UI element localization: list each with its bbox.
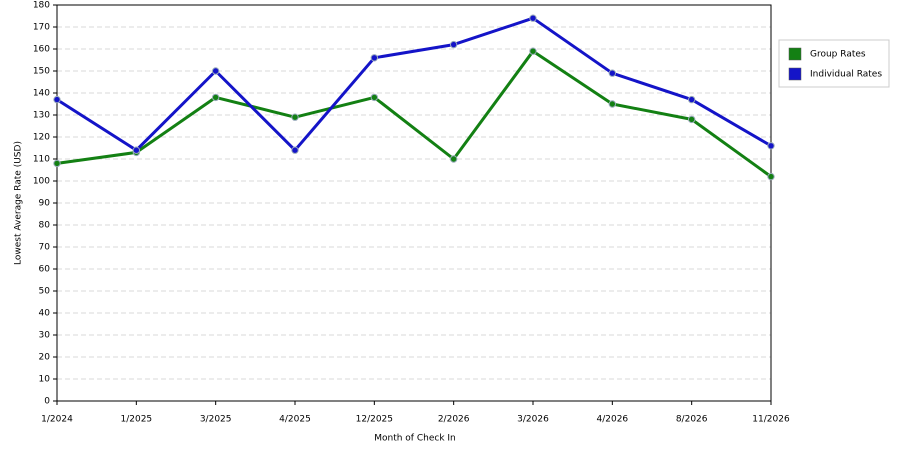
point: [529, 47, 537, 55]
point: [687, 95, 696, 104]
x-tick-label: 1/2025: [120, 415, 152, 425]
x-tick-label: 4/2026: [596, 415, 628, 425]
x-tick-label: 8/2026: [676, 415, 708, 425]
series-line: [56, 16, 772, 152]
point: [687, 115, 696, 124]
y-tick-label: 30: [39, 331, 51, 341]
point: [529, 14, 537, 22]
y-tick-label: 10: [39, 375, 51, 385]
y-tick-label: 50: [39, 287, 51, 297]
x-axis-label: Month of Check In: [374, 434, 456, 444]
y-tick-label: 180: [33, 1, 50, 11]
point: [291, 146, 299, 154]
y-tick-label: 150: [33, 67, 50, 77]
point: [608, 69, 617, 77]
x-tick-label: 1/2024: [41, 415, 73, 425]
y-tick-label: 130: [33, 111, 50, 121]
x-tick-label: 3/2025: [200, 415, 232, 425]
y-tick-label: 70: [39, 243, 51, 253]
point: [608, 100, 617, 108]
y-tick-label: 100: [33, 177, 50, 187]
y-tick-label: 80: [39, 221, 51, 231]
y-tick-label: 20: [39, 353, 51, 363]
point: [767, 172, 775, 181]
x-tick-label: 12/2025: [356, 415, 393, 425]
point: [53, 95, 61, 104]
point: [449, 40, 458, 49]
point: [291, 113, 299, 121]
x-tick-label: 2/2026: [438, 415, 470, 425]
legend-label: Group Rates: [810, 50, 866, 60]
x-tick-label: 4/2025: [279, 415, 311, 425]
point: [767, 142, 775, 150]
point: [370, 54, 379, 62]
point: [449, 155, 458, 163]
point: [370, 93, 379, 102]
y-tick-label: 170: [33, 23, 50, 33]
legend-label: Individual Rates: [810, 70, 882, 80]
point: [211, 67, 220, 75]
point: [132, 146, 141, 154]
legend-swatch: [788, 67, 802, 81]
x-tick-label: 11/2026: [752, 415, 790, 425]
y-tick-label: 160: [33, 45, 50, 55]
y-tick-label: 40: [39, 309, 51, 319]
series-line: [56, 49, 772, 178]
point: [211, 93, 220, 102]
x-tick-label: 3/2026: [517, 415, 549, 425]
y-tick-label: 90: [39, 199, 51, 209]
legend-swatch: [788, 47, 802, 61]
plot-frame: [56, 4, 772, 402]
y-tick-label: 110: [33, 155, 50, 165]
y-tick-label: 0: [44, 397, 50, 407]
y-tick-label: 60: [39, 265, 51, 275]
y-tick-label: 120: [33, 133, 50, 143]
point: [53, 159, 61, 168]
y-tick-label: 140: [33, 89, 50, 99]
y-axis-label: Lowest Average Rate (USD): [14, 141, 24, 265]
